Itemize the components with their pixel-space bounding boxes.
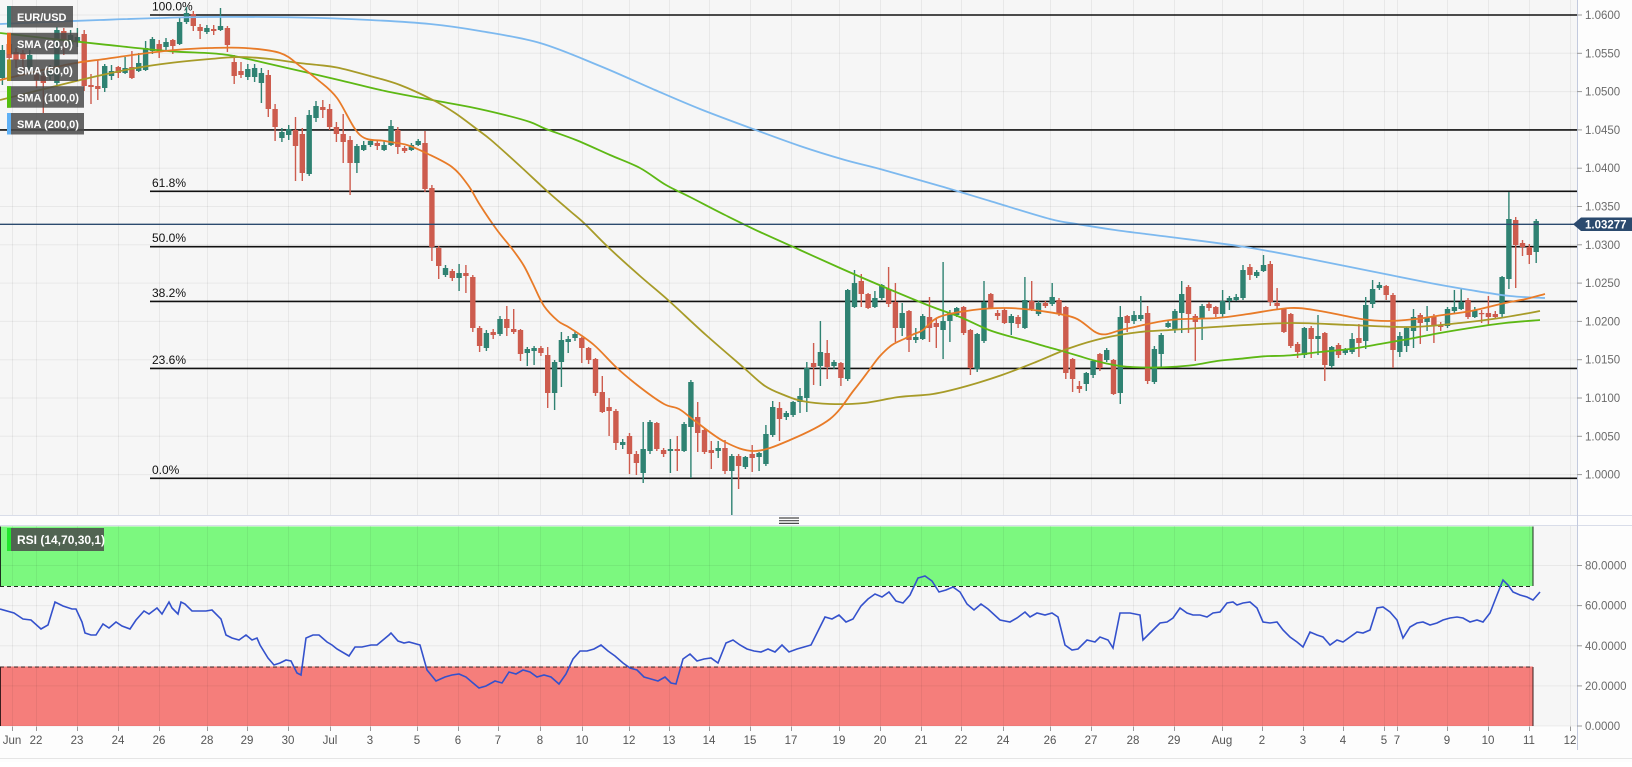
svg-text:29: 29 [241,735,254,747]
svg-text:10: 10 [576,735,589,747]
svg-text:1.0450: 1.0450 [1585,125,1620,137]
svg-text:38.2%: 38.2% [152,286,186,300]
svg-text:60.0000: 60.0000 [1585,601,1627,613]
svg-text:27: 27 [1085,735,1098,747]
svg-text:1.0250: 1.0250 [1585,278,1620,290]
svg-text:5: 5 [1381,735,1387,747]
svg-text:1.0400: 1.0400 [1585,163,1620,175]
svg-text:12: 12 [1564,735,1577,747]
svg-text:12: 12 [623,735,636,747]
svg-text:1.0350: 1.0350 [1585,202,1620,214]
svg-text:1.0200: 1.0200 [1585,316,1620,328]
svg-text:20: 20 [874,735,887,747]
svg-text:28: 28 [201,735,214,747]
svg-text:1.0500: 1.0500 [1585,87,1620,99]
svg-text:9: 9 [1444,735,1450,747]
svg-text:SMA (100,0): SMA (100,0) [17,92,79,104]
svg-text:1.0100: 1.0100 [1585,393,1620,405]
svg-text:2: 2 [1259,735,1265,747]
svg-text:EUR/USD: EUR/USD [17,12,67,24]
svg-text:100.0%: 100.0% [152,0,193,14]
svg-text:7: 7 [495,735,501,747]
svg-text:80.0000: 80.0000 [1585,561,1627,573]
svg-text:20.0000: 20.0000 [1585,681,1627,693]
svg-text:26: 26 [153,735,166,747]
svg-text:15: 15 [744,735,757,747]
svg-text:28: 28 [1127,735,1140,747]
svg-text:1.0300: 1.0300 [1585,240,1620,252]
svg-text:1.0550: 1.0550 [1585,48,1620,60]
svg-text:1.03277: 1.03277 [1585,220,1627,232]
svg-text:5: 5 [414,735,420,747]
svg-text:3: 3 [1300,735,1306,747]
svg-text:40.0000: 40.0000 [1585,641,1627,653]
svg-text:Jul: Jul [323,735,338,747]
svg-text:23: 23 [71,735,84,747]
svg-text:1.0600: 1.0600 [1585,10,1620,22]
svg-text:Aug: Aug [1212,735,1232,747]
svg-text:61.8%: 61.8% [152,176,186,190]
svg-text:24: 24 [112,735,125,747]
svg-text:0.0000: 0.0000 [1585,721,1620,733]
svg-text:26: 26 [1044,735,1057,747]
svg-text:29: 29 [1168,735,1181,747]
svg-text:11: 11 [1523,735,1535,747]
svg-text:13: 13 [663,735,676,747]
svg-text:Jun: Jun [3,735,22,747]
svg-text:30: 30 [282,735,295,747]
svg-text:6: 6 [455,735,461,747]
svg-text:10: 10 [1482,735,1495,747]
svg-text:17: 17 [785,735,798,747]
svg-text:23.6%: 23.6% [152,353,186,367]
svg-text:SMA (50,0): SMA (50,0) [17,66,73,78]
svg-text:22: 22 [30,735,43,747]
svg-text:RSI (14,70,30,1): RSI (14,70,30,1) [17,533,105,547]
svg-text:21: 21 [915,735,928,747]
svg-text:22: 22 [955,735,968,747]
svg-text:24: 24 [997,735,1010,747]
svg-text:SMA (200,0): SMA (200,0) [17,119,79,131]
svg-text:7: 7 [1394,735,1400,747]
svg-text:4: 4 [1340,735,1347,747]
svg-text:19: 19 [833,735,846,747]
svg-text:14: 14 [703,735,716,747]
svg-text:1.0050: 1.0050 [1585,431,1620,443]
svg-text:1.0000: 1.0000 [1585,470,1620,482]
svg-text:1.0150: 1.0150 [1585,355,1620,367]
svg-text:SMA (20,0): SMA (20,0) [17,39,73,51]
svg-text:3: 3 [367,735,373,747]
svg-text:0.0%: 0.0% [152,463,180,477]
svg-text:50.0%: 50.0% [152,231,186,245]
svg-text:8: 8 [537,735,543,747]
